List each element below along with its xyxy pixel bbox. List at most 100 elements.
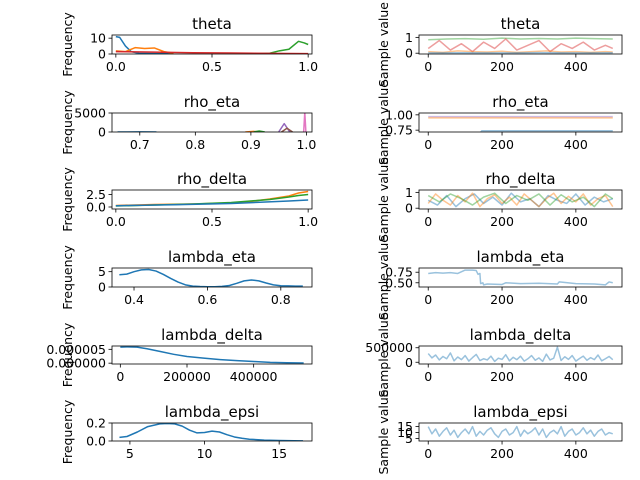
series-group (115, 35, 309, 54)
series-line-0 (427, 346, 614, 363)
y-tick-label: 0.0 (86, 434, 106, 449)
x-tick-label: 0.5 (202, 59, 222, 74)
x-tick-label: 0.4 (124, 292, 144, 307)
panel-trace-rho-eta: 0 200 400 0.751.00 rho_eta Sample value (376, 80, 623, 165)
panel-title: theta (501, 15, 541, 33)
series-group (427, 37, 614, 54)
series-group (117, 113, 307, 132)
y-tick-label: 0 (98, 47, 106, 62)
axes-frame (111, 345, 313, 365)
panel-trace-lambda-eta: 0 200 400 0.500.75 lambda_eta Sample value (376, 235, 623, 320)
y-axis-label: Frequency (60, 12, 75, 77)
axes-frame (418, 267, 623, 288)
y-tick-label: 0 (405, 46, 413, 61)
x-tick-label: 400 (564, 137, 588, 152)
panel-trace-theta: 0 200 400 01 theta Sample value (376, 2, 623, 87)
x-tick-label: 15 (271, 446, 287, 461)
x-tick-label: 200 (490, 214, 514, 229)
x-tick-label: 0 (424, 292, 432, 307)
x-tick-label: 10 (197, 446, 213, 461)
axes-frame (418, 345, 623, 365)
y-tick-label: 0.2 (86, 416, 106, 431)
series-group (428, 269, 613, 286)
y-axis-label: Frequency (60, 90, 75, 155)
axes-frame (111, 34, 313, 55)
x-tick-label: 0 (424, 59, 432, 74)
y-tick-label: 5 (98, 264, 106, 279)
y-axis-label: Sample value (376, 389, 391, 474)
axes-frame (111, 189, 313, 210)
x-tick-label: 0 (424, 446, 432, 461)
panel-density-lambda-eta: 0.4 0.6 0.8 05 lambda_eta Frequency (60, 245, 313, 310)
y-axis-label: Frequency (60, 399, 75, 464)
series-group (119, 423, 304, 441)
y-tick-label: 10 (90, 31, 106, 46)
x-tick-label: 0 (424, 214, 432, 229)
x-tick-label: 0.8 (185, 137, 205, 152)
series-line-0 (427, 425, 614, 439)
x-tick-label: 400 (564, 59, 588, 74)
y-tick-label: 0 (98, 125, 106, 140)
y-axis-label: Sample value (376, 312, 391, 397)
y-tick-label: 500000 (365, 340, 413, 355)
x-tick-label: 1.0 (296, 137, 316, 152)
y-tick-label: 15 (397, 419, 413, 434)
x-tick-label: 1.0 (298, 59, 318, 74)
y-tick-label: 0.000000 (46, 356, 106, 371)
panel-title: rho_delta (177, 170, 247, 189)
panel-title: lambda_delta (161, 326, 263, 345)
panel-density-rho-delta: 0.0 0.5 1.0 0.02.5 rho_delta Frequency (60, 167, 318, 232)
y-tick-label: 0 (405, 201, 413, 216)
y-tick-label: 0.0 (86, 200, 106, 215)
y-axis-label: Sample value (376, 157, 391, 242)
series-group (427, 346, 614, 363)
y-tick-label: 1.00 (385, 107, 413, 122)
series-group (427, 425, 614, 439)
x-tick-label: 0.0 (106, 214, 126, 229)
y-axis-label: Frequency (60, 245, 75, 310)
series-line-5 (302, 113, 307, 132)
series-line-2 (250, 40, 309, 54)
series-line-1 (427, 38, 614, 53)
x-tick-label: 1.0 (298, 214, 318, 229)
y-axis-label: Frequency (60, 167, 75, 232)
x-tick-label: 0.9 (241, 137, 261, 152)
x-tick-label: 200 (490, 369, 514, 384)
x-tick-label: 0.8 (271, 292, 291, 307)
y-axis-label: Sample value (376, 235, 391, 320)
panel-title: lambda_delta (470, 326, 572, 345)
panel-title: rho_eta (184, 93, 240, 112)
series-line-0 (428, 37, 613, 41)
x-tick-label: 0 (424, 369, 432, 384)
axes-frame (111, 267, 313, 288)
y-tick-label: 10 (397, 425, 413, 440)
panel-title: lambda_epsi (473, 403, 567, 422)
x-tick-label: 5 (126, 446, 134, 461)
y-tick-label: 5 (405, 431, 413, 446)
x-tick-label: 400 (564, 446, 588, 461)
axes-frame (418, 112, 623, 133)
series-group (120, 346, 304, 364)
series-line-0 (119, 423, 304, 441)
x-tick-label: 400 (564, 292, 588, 307)
y-tick-label: 0.75 (385, 123, 413, 138)
series-group (119, 268, 303, 287)
y-tick-label: 0 (98, 280, 106, 295)
panel-title: lambda_eta (168, 248, 256, 267)
x-tick-label: 400 (564, 369, 588, 384)
x-tick-label: 400000 (230, 369, 278, 384)
series-line-2 (115, 199, 309, 207)
series-line-0 (427, 192, 614, 208)
series-line-0 (428, 269, 613, 286)
y-tick-label: 0 (405, 355, 413, 370)
series-line-0 (120, 346, 304, 364)
panel-density-theta: 0.0 0.5 1.0 010 theta Frequency (60, 12, 318, 77)
series-line-1 (427, 192, 614, 208)
series-line-3 (115, 50, 309, 54)
panel-title: theta (192, 15, 232, 33)
series-line-0 (119, 268, 303, 287)
